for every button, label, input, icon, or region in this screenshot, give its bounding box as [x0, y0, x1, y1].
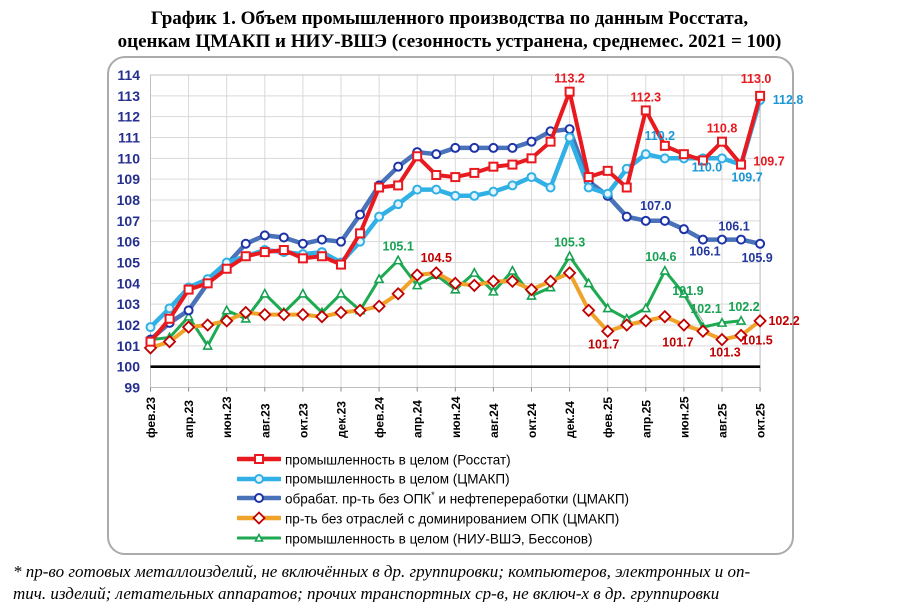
- legend-swatch-cmakp-no-opk-icon: [237, 511, 281, 526]
- svg-text:110.0: 110.0: [692, 160, 723, 174]
- svg-text:105.1: 105.1: [383, 239, 414, 253]
- svg-text:110.2: 110.2: [645, 129, 676, 143]
- legend: промышленность в целом (Росстат) промышл…: [237, 449, 629, 548]
- svg-text:фев.23: фев.23: [144, 397, 158, 438]
- svg-text:105: 105: [117, 255, 141, 271]
- svg-text:101.7: 101.7: [588, 337, 619, 351]
- svg-text:авг.23: авг.23: [258, 403, 272, 438]
- legend-label-cmakp-manufacturing: обрабат. пр-ть без ОПК* и нефтепереработ…: [285, 490, 630, 507]
- svg-text:101: 101: [117, 338, 141, 354]
- legend-swatch-hse-icon: [237, 532, 281, 542]
- svg-text:102: 102: [117, 317, 141, 333]
- svg-text:апр.25: апр.25: [639, 400, 653, 438]
- legend-item-cmakp-total: промышленность в целом (ЦМАКП): [237, 469, 629, 489]
- svg-text:авг.25: авг.25: [716, 403, 730, 438]
- svg-text:101.7: 101.7: [662, 335, 693, 349]
- svg-text:авг.24: авг.24: [487, 403, 501, 438]
- svg-text:113: 113: [117, 88, 140, 104]
- svg-text:июн.24: июн.24: [449, 396, 463, 438]
- legend-swatch-cmakp-manufacturing-icon: [237, 493, 281, 504]
- legend-label-cmakp-total: промышленность в целом (ЦМАКП): [285, 471, 510, 487]
- svg-text:104: 104: [117, 275, 141, 291]
- svg-text:фев.24: фев.24: [373, 397, 387, 438]
- svg-text:112.8: 112.8: [773, 93, 804, 107]
- chart-title-line-2: оценкам ЦМАКП и НИУ-ВШЭ (сезонность устр…: [117, 31, 782, 52]
- legend-item-hse: промышленность в целом (НИУ-ВШЭ, Бессоно…: [237, 528, 629, 548]
- chart-title-line-1: График 1. Объем промышленного производст…: [150, 8, 749, 29]
- svg-text:101.3: 101.3: [709, 346, 740, 360]
- svg-text:100: 100: [117, 359, 141, 375]
- svg-text:102.2: 102.2: [728, 300, 759, 314]
- svg-text:108: 108: [117, 192, 141, 208]
- svg-text:110: 110: [117, 150, 140, 166]
- series-cmakp-no-opk: [143, 266, 767, 355]
- svg-text:111: 111: [118, 130, 140, 146]
- svg-text:113.2: 113.2: [554, 72, 585, 86]
- footnote-line-2: тич. изделий; летательных аппаратов; про…: [13, 584, 720, 602]
- svg-text:113.0: 113.0: [741, 72, 772, 86]
- svg-text:106.1: 106.1: [689, 245, 720, 259]
- svg-text:105.9: 105.9: [741, 251, 772, 265]
- svg-text:104.5: 104.5: [421, 251, 452, 265]
- svg-text:107: 107: [117, 213, 141, 229]
- svg-text:фев.25: фев.25: [601, 397, 615, 438]
- footnote-line-1: * пр-во готовых металлоизделий, не включ…: [13, 562, 751, 581]
- y-axis-labels: 99 100 101 102 103 104 105 106 107 108 109 110 111 11…: [117, 67, 141, 395]
- point-labels: 113.2 112.3 110.8 113.0 109.7 110.2 110.0 109.7…: [383, 72, 804, 360]
- svg-text:104.6: 104.6: [645, 250, 676, 264]
- svg-text:112: 112: [117, 109, 140, 125]
- legend-item-rosstat: промышленность в целом (Росстат): [237, 449, 629, 469]
- svg-text:июн.25: июн.25: [677, 396, 691, 438]
- legend-label-cmakp-no-opk: пр-ть без отраслей с доминированием ОПК …: [285, 511, 620, 527]
- svg-text:дек.24: дек.24: [563, 401, 577, 438]
- legend-swatch-rosstat-icon: [237, 453, 281, 464]
- svg-text:110.8: 110.8: [707, 122, 738, 136]
- svg-text:103: 103: [117, 296, 141, 312]
- legend-label-rosstat: промышленность в целом (Росстат): [285, 452, 511, 468]
- chart-frame: [107, 56, 794, 555]
- chart-title: График 1. Объем промышленного производст…: [0, 7, 899, 53]
- svg-text:109: 109: [117, 171, 141, 187]
- series-rosstat: [145, 86, 766, 347]
- svg-text:112.3: 112.3: [631, 90, 662, 104]
- svg-text:апр.24: апр.24: [411, 400, 425, 438]
- svg-text:109.7: 109.7: [753, 155, 784, 169]
- footnote: * пр-во готовых металлоизделий, не включ…: [13, 561, 893, 602]
- svg-text:109.7: 109.7: [731, 171, 762, 185]
- svg-text:окт.23: окт.23: [296, 403, 310, 438]
- legend-item-cmakp-manufacturing: обрабат. пр-ть без ОПК* и нефтепереработ…: [237, 489, 629, 509]
- svg-text:114: 114: [117, 67, 140, 83]
- svg-text:105.3: 105.3: [554, 235, 585, 249]
- svg-text:дек.23: дек.23: [335, 401, 349, 438]
- legend-swatch-cmakp-total-icon: [237, 473, 281, 484]
- svg-text:окт.24: окт.24: [525, 403, 539, 438]
- svg-text:102.2: 102.2: [768, 314, 799, 328]
- series-hse: [145, 250, 747, 350]
- legend-item-cmakp-no-opk: пр-ть без отраслей с доминированием ОПК …: [237, 508, 629, 528]
- svg-text:102.1: 102.1: [690, 302, 721, 316]
- svg-text:101.9: 101.9: [672, 284, 703, 298]
- svg-text:101.5: 101.5: [741, 333, 772, 347]
- x-axis-ticks: [150, 387, 761, 392]
- legend-label-hse: промышленность в целом (НИУ-ВШЭ, Бессоно…: [285, 531, 593, 547]
- svg-text:106: 106: [117, 234, 141, 250]
- svg-text:107.0: 107.0: [640, 199, 671, 213]
- svg-text:99: 99: [124, 380, 140, 396]
- svg-text:окт.25: окт.25: [754, 403, 768, 438]
- svg-text:апр.23: апр.23: [182, 400, 196, 438]
- x-axis-labels: фев.23 апр.23 июн.23 авг.23 окт.23 дек.23 фев.…: [144, 396, 768, 438]
- svg-text:июн.23: июн.23: [220, 396, 234, 438]
- svg-text:106.1: 106.1: [718, 220, 749, 234]
